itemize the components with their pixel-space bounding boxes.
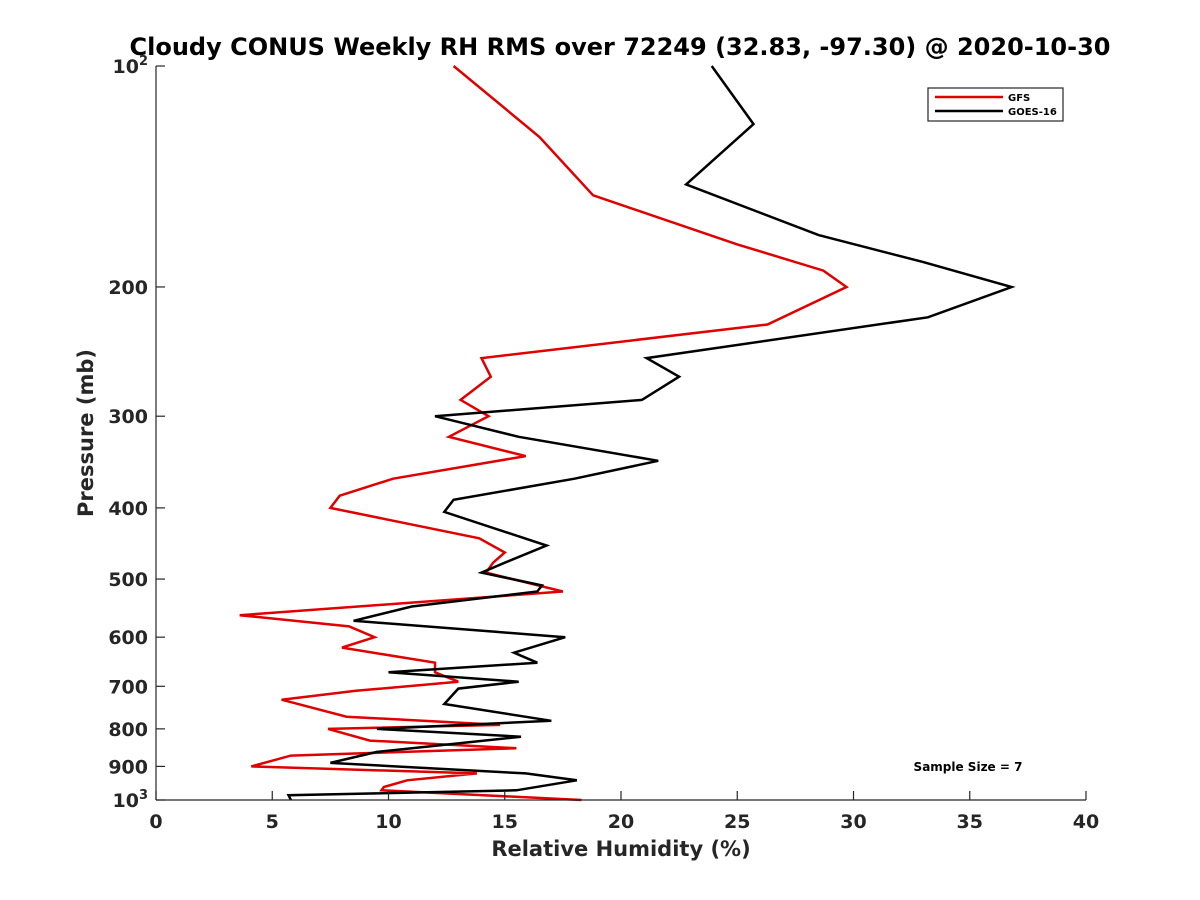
series-line-gfs: [239, 65, 849, 802]
y-tick-label: 300: [108, 406, 148, 428]
y-tick-label: 103: [113, 788, 149, 812]
y-tick-label: 800: [108, 719, 148, 741]
legend-box: [927, 87, 1064, 122]
y-tick-label: 200: [108, 277, 148, 299]
legend: GFS GOES-16: [927, 87, 1064, 122]
x-tick-label: 25: [724, 811, 750, 833]
x-axis-label: Relative Humidity (%): [491, 837, 750, 861]
sample-size-annotation: Sample Size = 7: [914, 760, 1023, 774]
x-tick-label: 30: [840, 811, 866, 833]
legend-label-goes16: GOES-16: [1008, 107, 1057, 118]
y-tick-label: 900: [108, 756, 148, 778]
x-tick-label: 0: [149, 811, 162, 833]
x-ticks-group: 0 5 10 15 20 25 30 35 40: [149, 791, 1099, 833]
y-tick-label: 102: [113, 54, 149, 78]
x-tick-label: 5: [266, 811, 279, 833]
chart-title: Cloudy CONUS Weekly RH RMS over 72249 (3…: [130, 33, 1111, 61]
x-tick-label: 35: [957, 811, 983, 833]
x-tick-label: 15: [492, 811, 518, 833]
x-tick-label: 20: [608, 811, 634, 833]
y-tick-label: 500: [108, 569, 148, 591]
legend-label-gfs: GFS: [1008, 93, 1030, 104]
y-tick-label: 700: [108, 676, 148, 698]
y-axis-label: Pressure (mb): [74, 349, 98, 517]
series-line-goes16: [286, 65, 1016, 801]
x-tick-label: 10: [375, 811, 401, 833]
data-series-group: [239, 65, 1016, 802]
y-ticks-group: 102 200 300 400 500 600 700 800 900 103: [108, 54, 165, 812]
y-tick-label: 400: [108, 498, 148, 520]
y-tick-label: 600: [108, 627, 148, 649]
x-tick-label: 40: [1073, 811, 1099, 833]
